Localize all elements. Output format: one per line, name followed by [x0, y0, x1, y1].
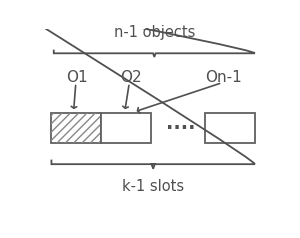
Bar — [52, 113, 101, 143]
Text: n-1 objects: n-1 objects — [114, 25, 195, 40]
Text: ····: ···· — [166, 119, 195, 138]
Text: On-1: On-1 — [205, 70, 242, 85]
Bar — [52, 113, 101, 143]
Text: O2: O2 — [120, 70, 141, 85]
Text: O1: O1 — [66, 70, 88, 85]
Bar — [101, 113, 152, 143]
Text: k-1 slots: k-1 slots — [122, 179, 184, 194]
Bar — [205, 113, 255, 143]
